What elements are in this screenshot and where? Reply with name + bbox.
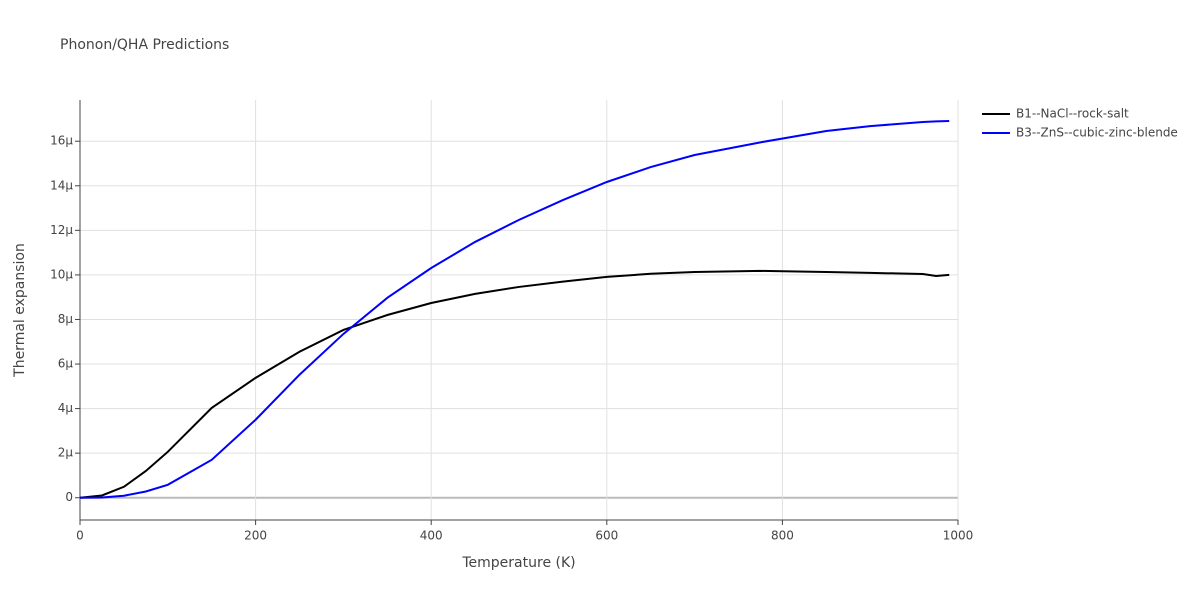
chart-title: Phonon/QHA Predictions	[60, 37, 229, 53]
legend-label: B3--ZnS--cubic-zinc-blende	[1016, 126, 1178, 140]
legend-label: B1--NaCl--rock-salt	[1016, 107, 1129, 121]
x-tick-label: 0	[76, 529, 84, 543]
series-line	[79, 119, 950, 499]
y-tick-label: 14μ	[50, 178, 73, 192]
y-tick-label: 0	[65, 490, 73, 504]
x-tick-label: 200	[244, 529, 267, 543]
x-tick-label: 600	[595, 529, 618, 543]
y-tick-label: 8μ	[58, 312, 74, 326]
y-tick-label: 16μ	[50, 134, 73, 148]
y-tick-label: 10μ	[50, 267, 73, 281]
x-tick-label: 1000	[943, 529, 974, 543]
x-tick-label: 800	[771, 529, 794, 543]
series-line	[79, 269, 950, 499]
y-tick-label: 12μ	[50, 223, 73, 237]
y-tick-label: 6μ	[58, 357, 74, 371]
x-axis-title: Temperature (K)	[461, 555, 575, 571]
y-tick-label: 4μ	[58, 401, 74, 415]
y-tick-label: 2μ	[58, 446, 74, 460]
y-axis-title: Thermal expansion	[12, 243, 28, 378]
x-tick-label: 400	[420, 529, 443, 543]
